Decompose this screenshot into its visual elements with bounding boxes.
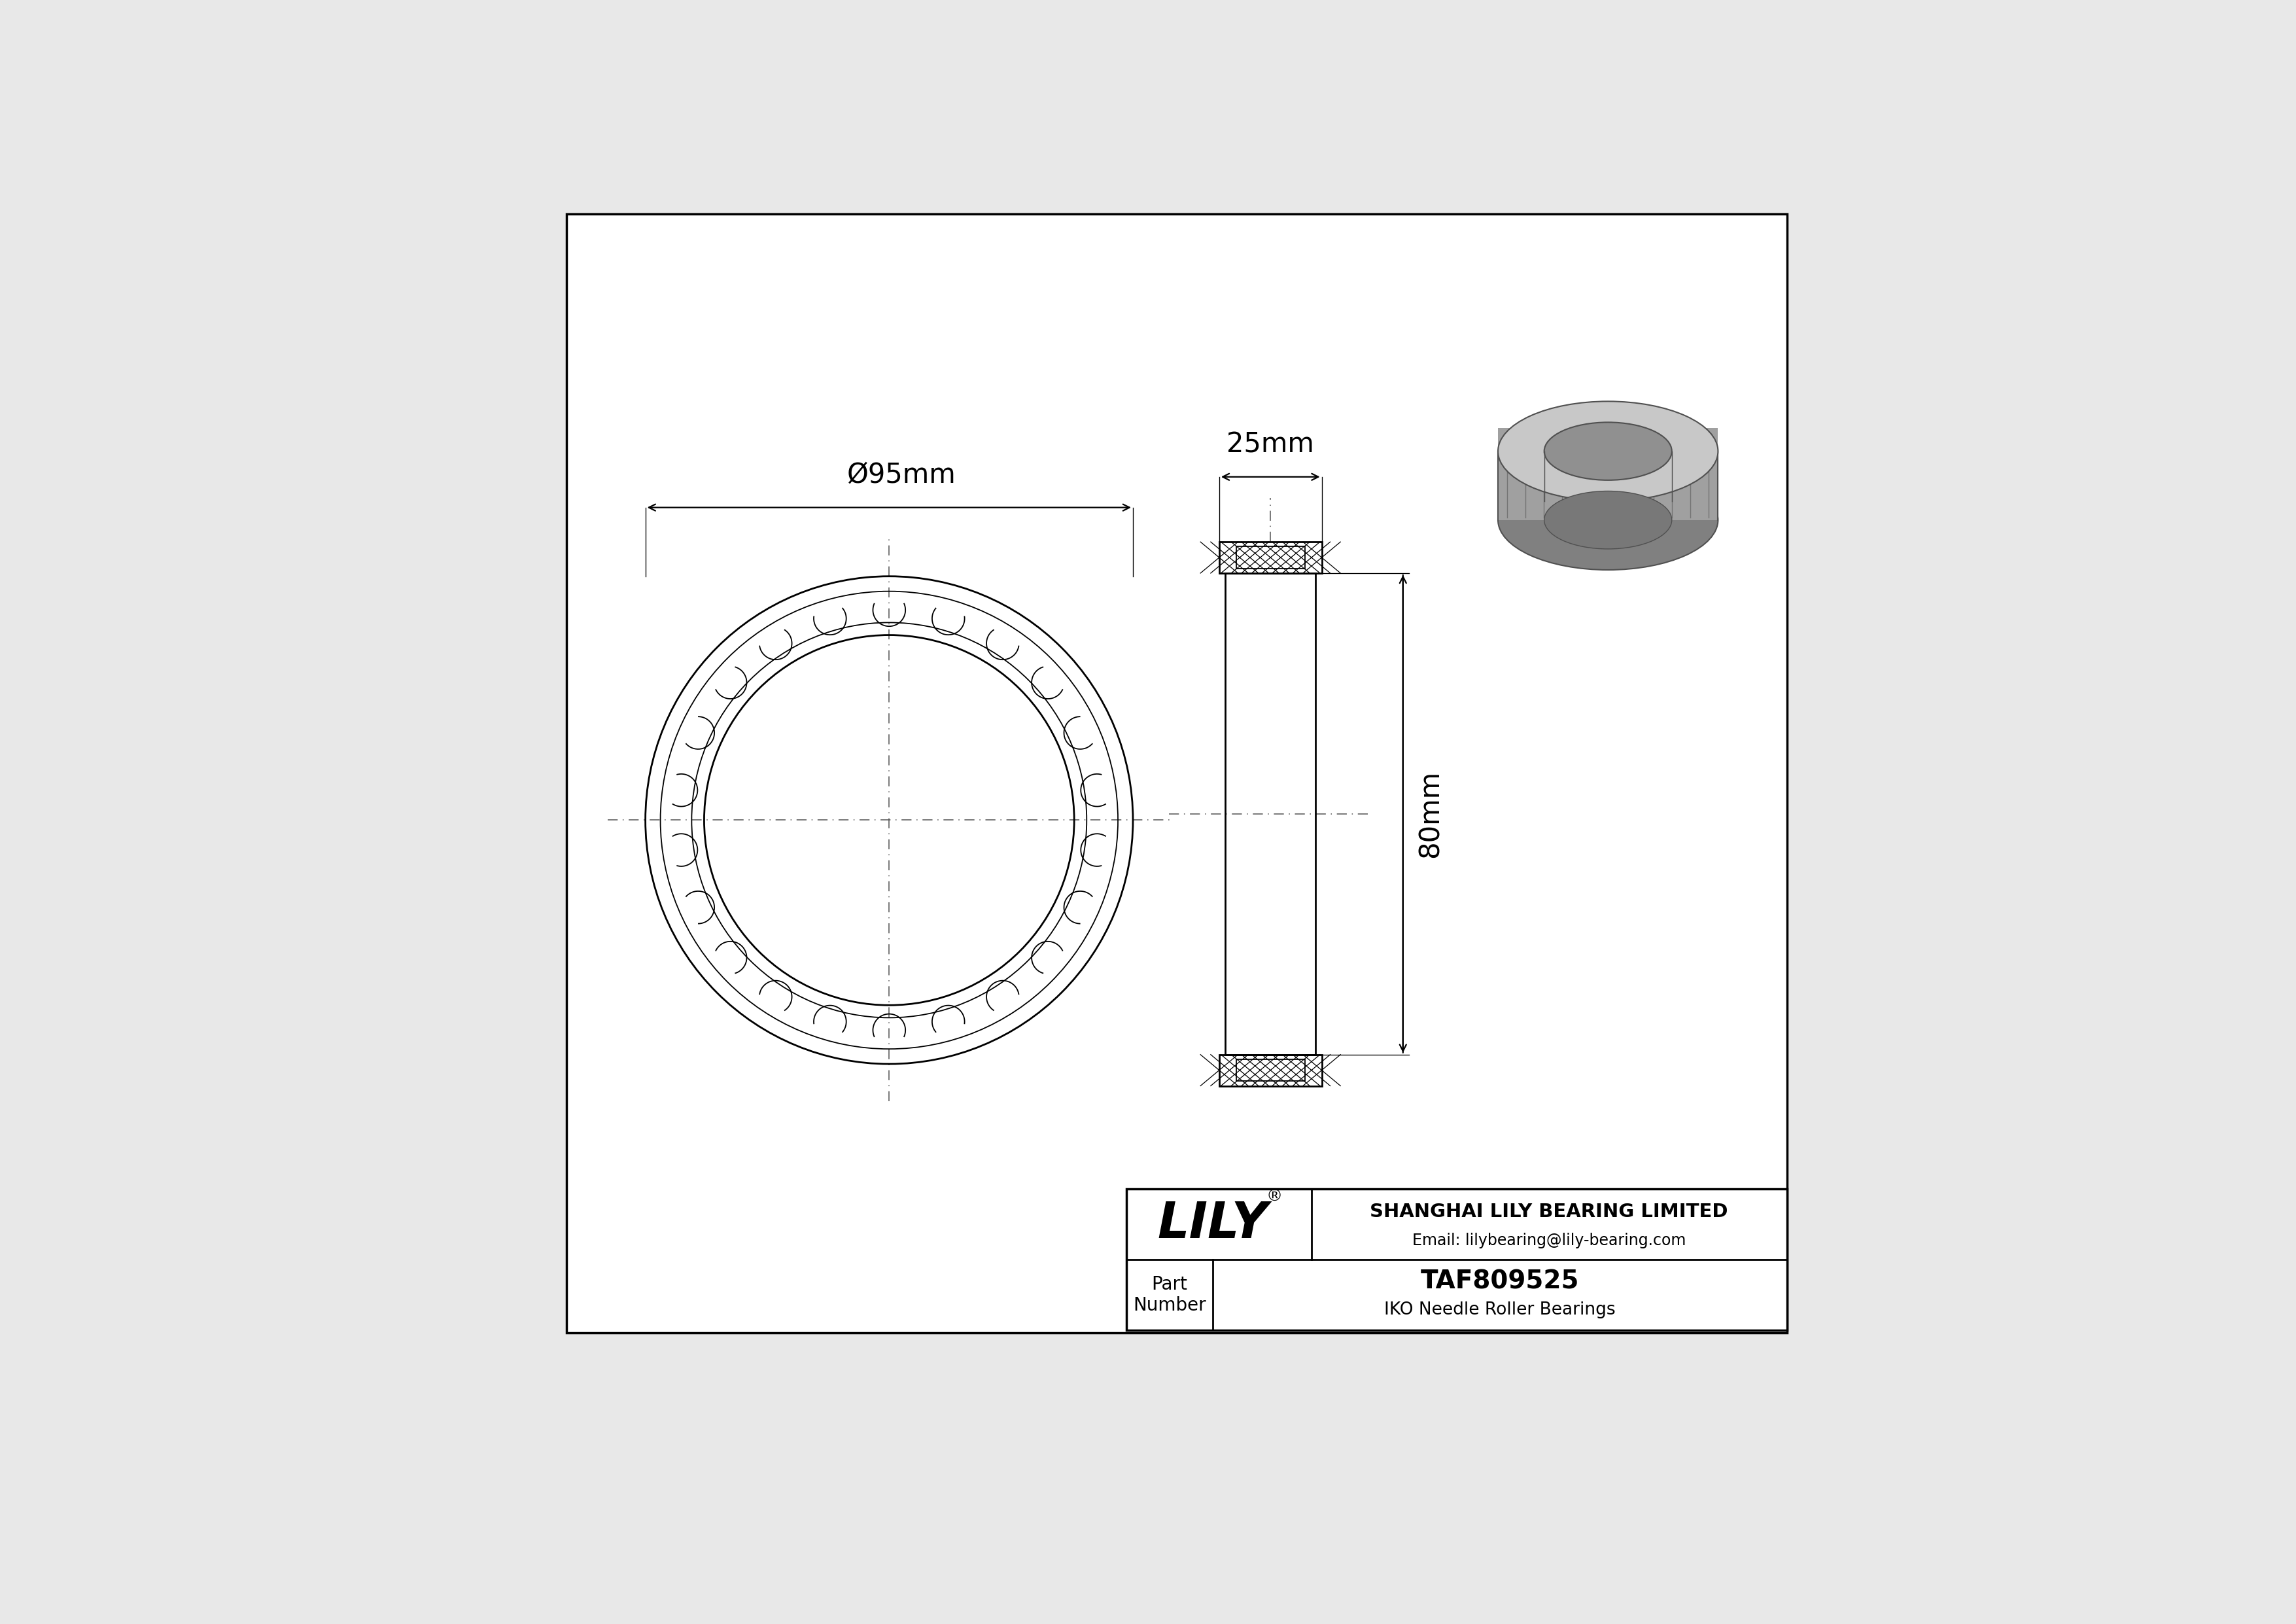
Text: Email: lilybearing@lily-bearing.com: Email: lilybearing@lily-bearing.com (1412, 1233, 1685, 1249)
Ellipse shape (1497, 469, 1717, 570)
Text: 80mm: 80mm (1417, 770, 1444, 857)
Text: Ø95mm: Ø95mm (847, 461, 955, 489)
Text: Part
Number: Part Number (1134, 1275, 1205, 1315)
Bar (1219, 542, 1322, 1086)
Text: ®: ® (1265, 1189, 1283, 1205)
Ellipse shape (1545, 490, 1671, 549)
Text: 25mm: 25mm (1226, 430, 1313, 458)
Bar (1219, 1054, 1322, 1086)
Bar (567, 214, 1786, 1333)
Bar (1235, 547, 1304, 568)
Ellipse shape (1497, 401, 1717, 502)
Bar (567, 214, 1786, 1333)
Bar (1226, 573, 1316, 1054)
Text: IKO Needle Roller Bearings: IKO Needle Roller Bearings (1384, 1301, 1616, 1319)
Bar (1235, 1059, 1304, 1082)
Circle shape (645, 577, 1132, 1064)
Ellipse shape (1545, 422, 1671, 481)
Bar (1497, 429, 1717, 520)
Text: TAF809525: TAF809525 (1421, 1268, 1580, 1294)
Text: SHANGHAI LILY BEARING LIMITED: SHANGHAI LILY BEARING LIMITED (1371, 1203, 1729, 1221)
Text: LILY: LILY (1157, 1200, 1267, 1249)
Bar (1219, 542, 1322, 573)
Bar (1127, 1189, 1786, 1330)
Bar (1127, 1189, 1786, 1330)
